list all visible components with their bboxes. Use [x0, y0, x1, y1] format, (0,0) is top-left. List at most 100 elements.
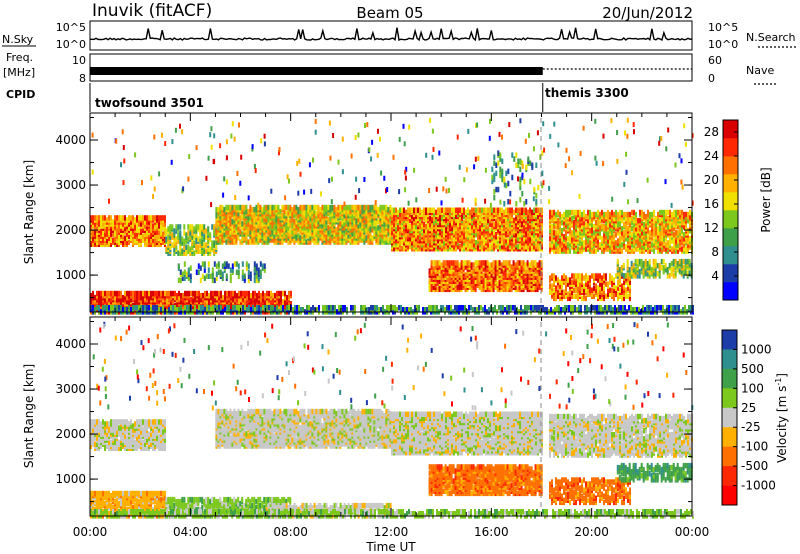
heatmap-cell — [289, 204, 292, 211]
heatmap-cell — [565, 240, 567, 246]
heatmap-cell — [183, 238, 186, 244]
heatmap-cell — [98, 239, 100, 245]
heatmap-cell — [208, 298, 210, 305]
heatmap-cell — [309, 231, 312, 237]
heatmap-cell — [623, 211, 625, 218]
heatmap-cell — [195, 224, 198, 230]
heatmap-cell — [655, 230, 657, 236]
heatmap-cell — [675, 219, 677, 226]
heatmap-cell — [409, 217, 411, 224]
heatmap-cell — [249, 219, 252, 225]
heatmap-cell — [102, 237, 104, 243]
heatmap-cell — [685, 238, 687, 244]
heatmap-cell — [607, 246, 609, 252]
heatmap-cell — [166, 298, 168, 305]
heatmap-cell — [191, 230, 194, 236]
heatmap-cell — [449, 207, 451, 213]
heatmap-cell — [425, 237, 427, 244]
heatmap-cell — [118, 239, 120, 245]
heatmap-cell — [148, 215, 150, 221]
heatmap-cell — [575, 240, 577, 246]
heatmap-cell — [675, 230, 677, 236]
heatmap-cell — [509, 207, 511, 213]
heatmap-cell — [235, 204, 238, 211]
heatmap-cell — [659, 236, 661, 242]
heatmap-cell — [599, 211, 601, 218]
heatmap-cell — [124, 235, 126, 241]
heatmap-cell — [295, 204, 298, 211]
heatmap-cell — [379, 239, 382, 245]
heatmap-cell — [651, 211, 653, 218]
heatmap-cell — [387, 217, 390, 223]
heatmap-cell — [377, 225, 380, 231]
heatmap-cell — [549, 242, 551, 248]
heatmap-cell — [283, 204, 286, 211]
heatmap-cell — [112, 237, 114, 243]
heatmap-cell — [373, 204, 376, 211]
heatmap-cell — [383, 235, 386, 241]
heatmap-cell — [563, 234, 565, 240]
heatmap-cell — [333, 231, 336, 237]
heatmap-cell — [643, 222, 645, 228]
heatmap-cell — [475, 207, 477, 213]
heatmap-cell — [591, 215, 593, 222]
heatmap-cell — [359, 231, 362, 237]
heatmap-cell — [126, 290, 128, 297]
heatmap-cell — [313, 204, 316, 211]
heatmap-cell — [619, 236, 621, 242]
cpid-label: CPID — [6, 88, 35, 101]
heatmap-cell — [555, 230, 557, 236]
heatmap-cell — [297, 233, 300, 239]
heatmap-cell — [621, 242, 623, 248]
heatmap-cell — [453, 207, 455, 213]
nsky-tick-bottom: 10^0 — [56, 38, 86, 51]
heatmap-cell — [319, 206, 322, 213]
heatmap-cell — [555, 211, 557, 218]
heatmap-cell — [655, 226, 657, 232]
heatmap-cell — [569, 215, 571, 222]
heatmap-cell — [311, 223, 314, 229]
frequency-band — [90, 67, 543, 75]
heatmap-cell — [617, 248, 619, 254]
heatmap-cell — [381, 227, 384, 233]
heatmap-cell — [285, 210, 288, 217]
heatmap-cell — [457, 221, 459, 228]
heatmap-cell — [223, 231, 226, 237]
heatmap-cell — [605, 226, 607, 232]
nave-label: Nave — [746, 64, 774, 77]
heatmap-cell — [455, 207, 457, 213]
heatmap-cell — [633, 232, 635, 238]
heatmap-cell — [299, 204, 302, 211]
heatmap-cell — [435, 223, 437, 230]
heatmap-cell — [511, 207, 513, 213]
heatmap-cell — [557, 222, 559, 228]
heatmap-cell — [611, 217, 613, 224]
heatmap-cell — [239, 204, 242, 211]
heatmap-cell — [579, 209, 581, 216]
heatmap-cell — [395, 215, 397, 222]
heatmap-cell — [263, 227, 266, 233]
heatmap-cell — [657, 211, 659, 218]
heatmap-cell — [185, 244, 188, 250]
heatmap-cell — [571, 230, 573, 236]
heatmap-cell — [653, 224, 655, 230]
heatmap-cell — [156, 290, 158, 297]
heatmap-cell — [265, 235, 268, 241]
heatmap-cell — [651, 230, 653, 236]
heatmap-cell — [187, 248, 190, 254]
heatmap-cell — [341, 233, 344, 239]
heatmap-cell — [253, 206, 256, 213]
heatmap-cell — [138, 233, 140, 239]
heatmap-cell — [142, 290, 144, 297]
heatmap-cell — [505, 207, 507, 213]
heatmap-cell — [385, 229, 388, 235]
heatmap-cell — [315, 217, 318, 223]
heatmap-cell — [633, 222, 635, 228]
heatmap-cell — [229, 229, 232, 235]
heatmap-cell — [167, 234, 170, 240]
heatmap-cell — [204, 290, 206, 297]
heatmap-cell — [251, 225, 254, 231]
heatmap-cell — [211, 224, 214, 230]
heatmap-cell — [603, 236, 605, 242]
heatmap-cell — [615, 240, 617, 246]
